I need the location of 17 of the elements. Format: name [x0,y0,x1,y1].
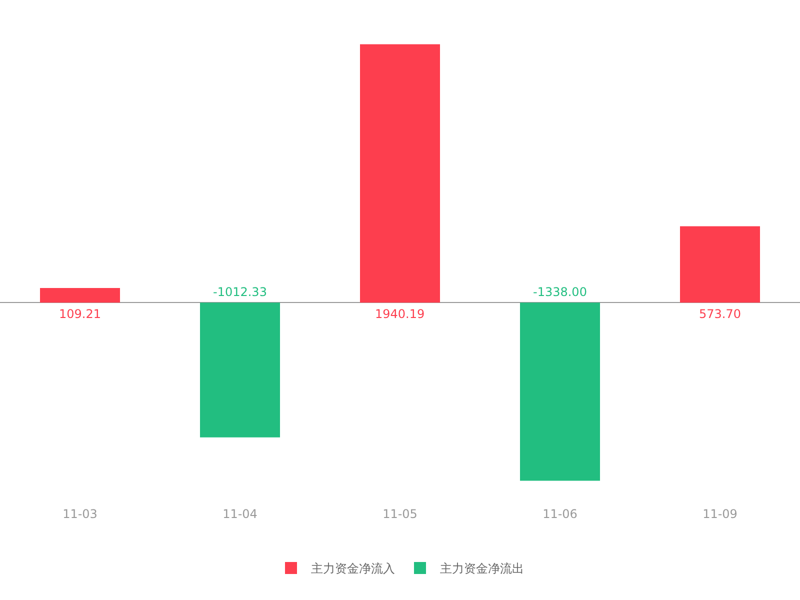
bar [520,302,600,481]
data-label: -1012.33 [213,285,267,299]
data-label: -1338.00 [533,285,587,299]
legend-label: 主力资金净流出 [440,562,524,576]
bar [680,226,760,303]
x-tick-label: 11-05 [382,507,418,521]
data-label: 573.70 [699,307,741,321]
bar [200,302,280,438]
bar [40,288,120,303]
x-tick-label: 11-04 [222,507,258,521]
x-tick-label: 11-06 [542,507,578,521]
data-label: 109.21 [59,307,101,321]
legend-label: 主力资金净流入 [311,562,395,576]
x-tick-label: 11-09 [702,507,738,521]
data-label: 1940.19 [375,307,425,321]
x-tick-label: 11-03 [62,507,98,521]
bar [360,44,440,303]
